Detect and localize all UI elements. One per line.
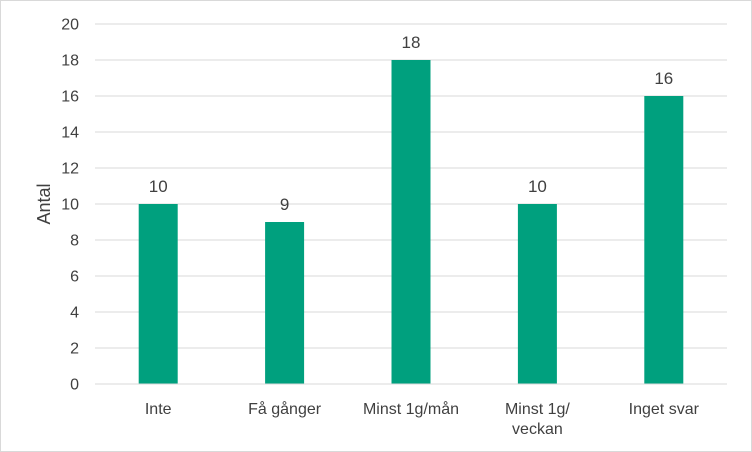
- data-label: 10: [528, 177, 547, 196]
- y-tick-label: 8: [70, 233, 79, 250]
- x-tick-label: Få gånger: [248, 400, 322, 418]
- y-tick-label: 10: [61, 197, 79, 214]
- y-tick-label: 2: [70, 341, 79, 358]
- x-tick-label: Inte: [145, 401, 172, 418]
- x-tick-label: Minst 1g/veckan: [505, 401, 570, 438]
- y-tick-label: 12: [61, 161, 79, 178]
- x-tick-label: Inget svar: [629, 401, 700, 418]
- x-tick-label-line: Minst 1g/mån: [363, 400, 459, 418]
- y-tick-label: 14: [61, 125, 79, 142]
- y-tick-label: 18: [61, 53, 79, 70]
- data-label: 10: [149, 177, 168, 196]
- bar: [391, 60, 431, 384]
- x-tick-label-line: Inget svar: [629, 401, 700, 418]
- x-tick-label: Minst 1g/mån: [363, 400, 459, 418]
- data-label: 18: [402, 33, 421, 52]
- x-tick-label-line: Få gånger: [248, 400, 322, 418]
- bar: [138, 204, 178, 384]
- y-tick-label: 16: [61, 89, 79, 106]
- y-tick-label: 6: [70, 269, 79, 286]
- y-tick-label: 20: [61, 17, 79, 34]
- bar: [644, 96, 684, 384]
- x-tick-label-line: veckan: [512, 421, 563, 438]
- data-label: 9: [280, 195, 289, 214]
- bar: [265, 222, 305, 384]
- bar: [517, 204, 557, 384]
- y-axis-title: Antal: [34, 183, 54, 224]
- x-tick-label-line: Inte: [145, 401, 172, 418]
- y-tick-label: 0: [70, 377, 79, 394]
- data-label: 16: [654, 69, 673, 88]
- x-tick-label-line: Minst 1g/: [505, 401, 570, 418]
- y-tick-label: 4: [70, 305, 79, 322]
